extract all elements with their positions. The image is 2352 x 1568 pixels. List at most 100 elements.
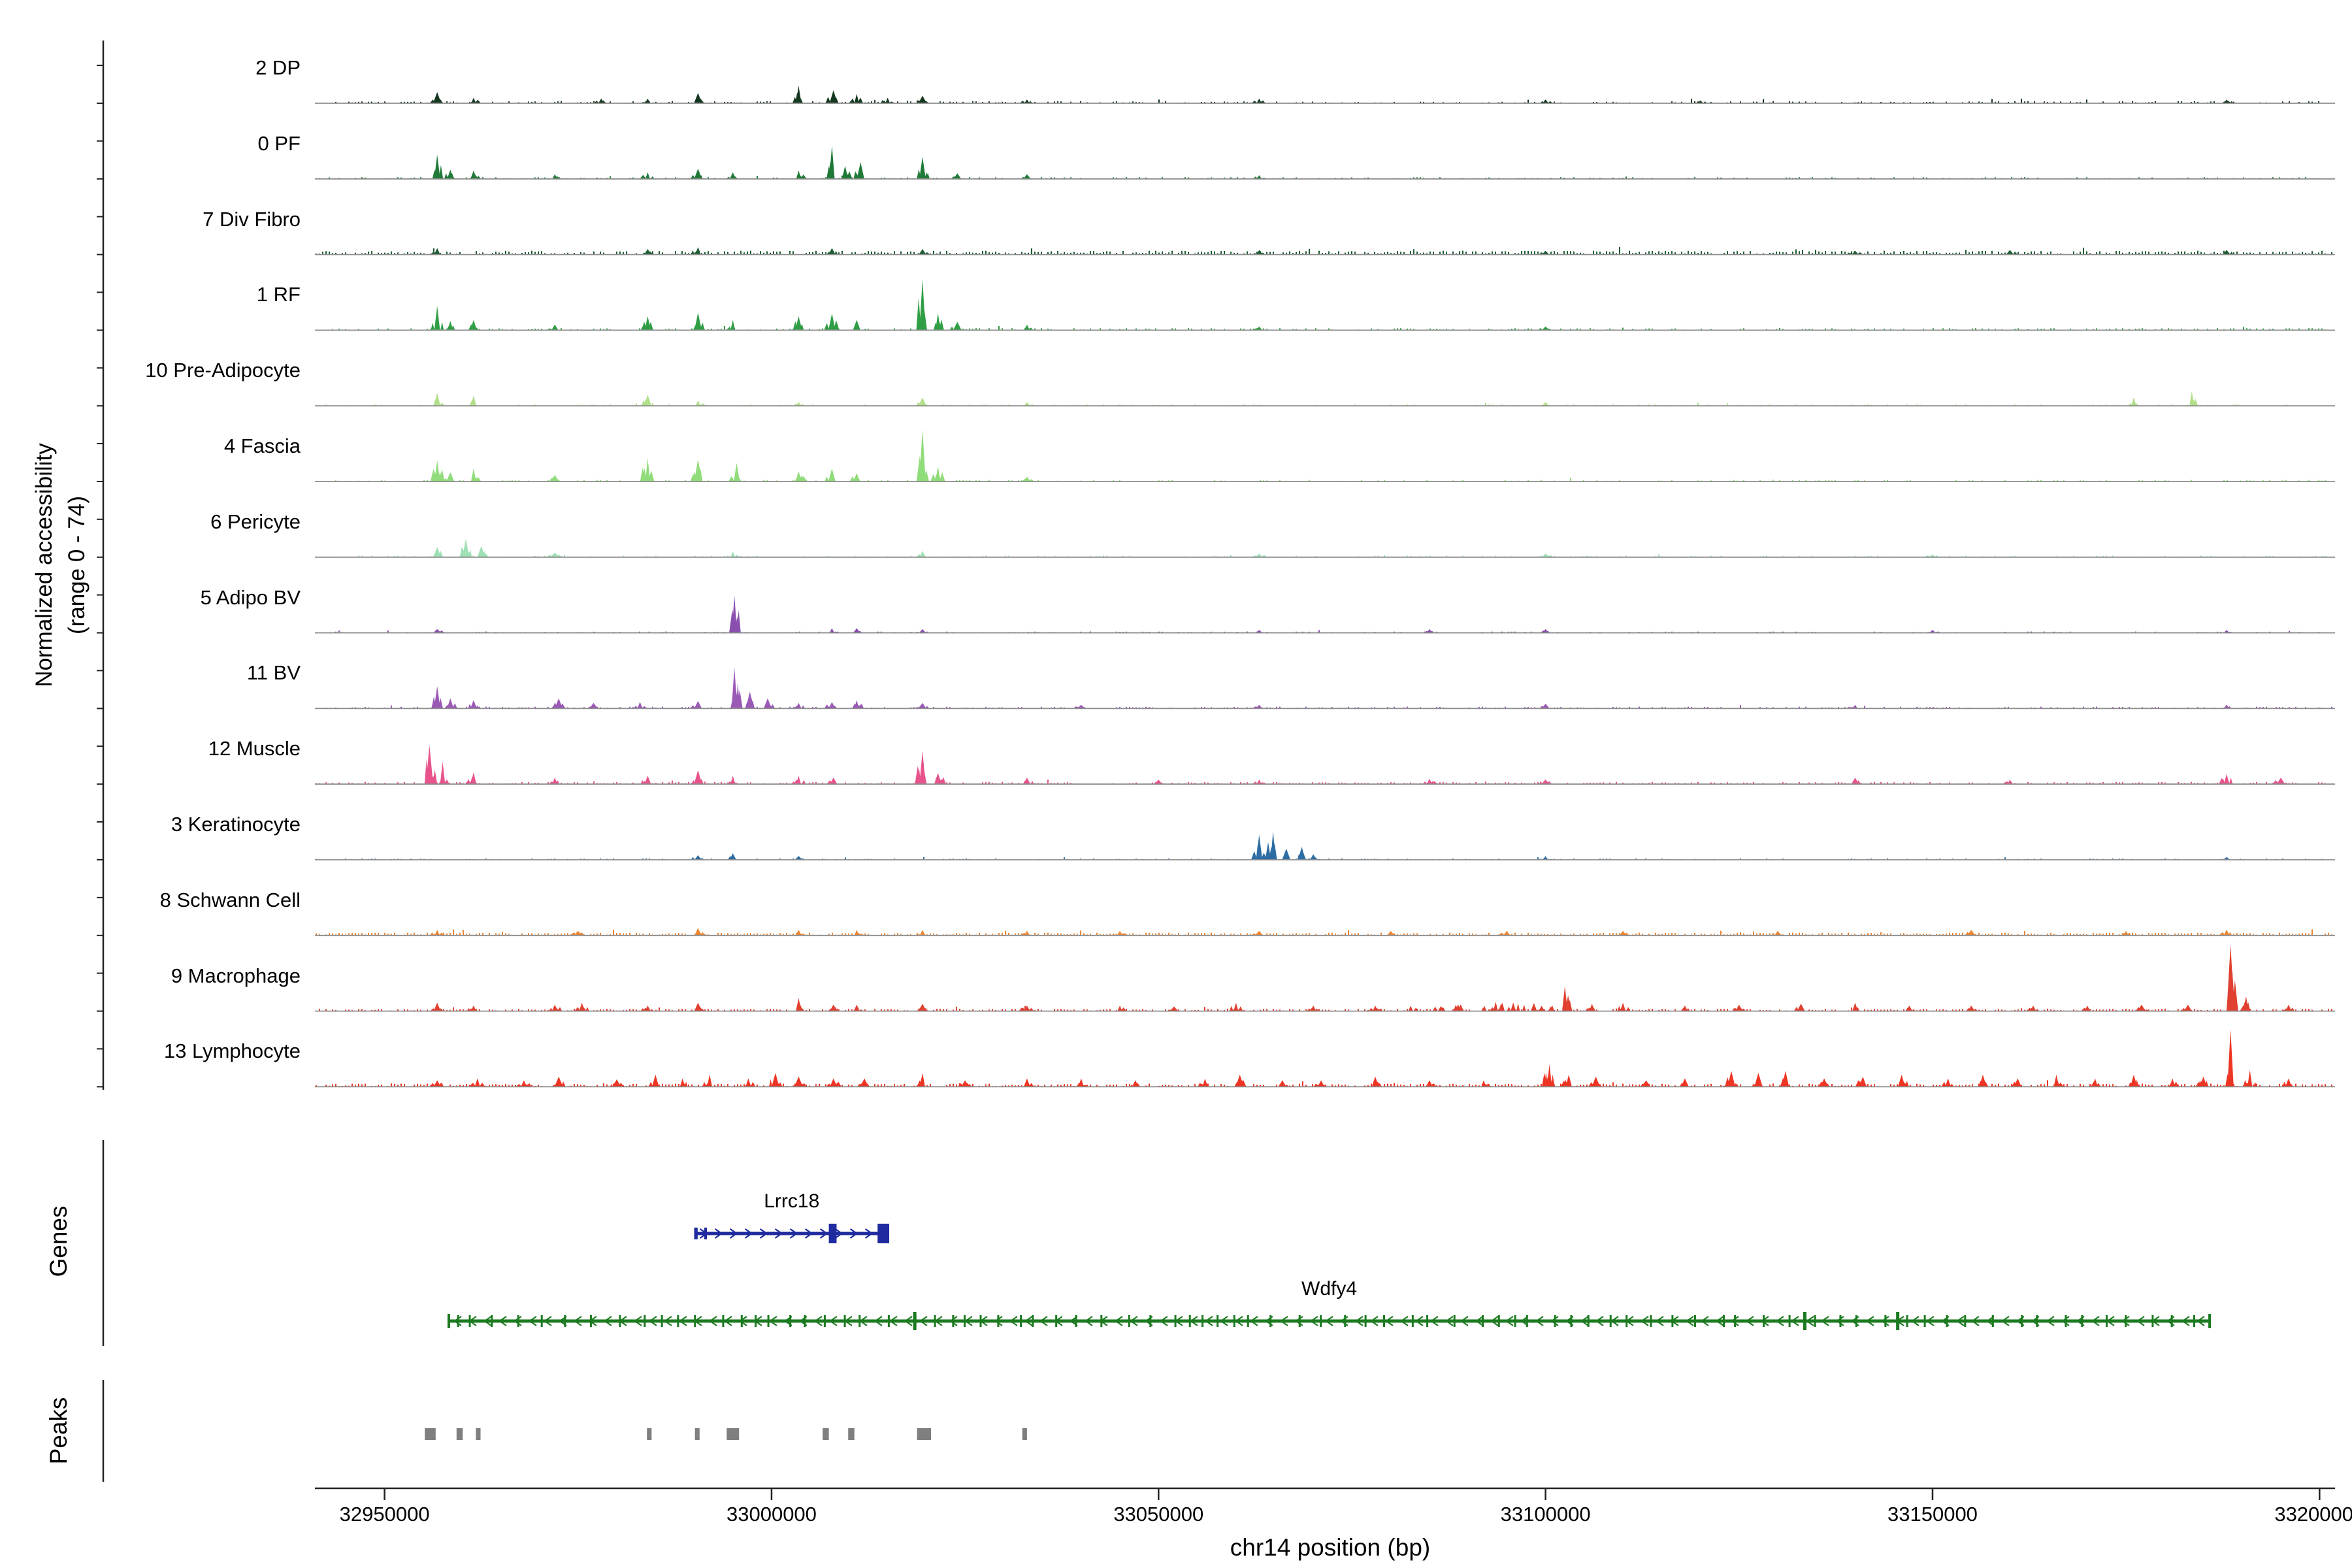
gene-exon xyxy=(1734,1315,1737,1327)
track-signal xyxy=(430,1029,2294,1087)
track-label: 13 Lymphocyte xyxy=(163,1039,301,1063)
gene-exon xyxy=(1788,1315,1791,1327)
gene-exon xyxy=(564,1315,566,1327)
gene-exon xyxy=(1020,1315,1022,1327)
track-signal xyxy=(433,595,2235,633)
gene-exon xyxy=(740,1315,743,1327)
track-label: 6 Pericyte xyxy=(210,510,301,533)
track-label: 0 PF xyxy=(257,131,301,155)
track-noise xyxy=(332,325,2326,331)
gene-exon xyxy=(934,1315,936,1327)
gene-exon xyxy=(887,1315,890,1327)
track-signal xyxy=(424,745,2289,785)
gene-exon xyxy=(964,1315,966,1327)
gene-exon xyxy=(661,1315,663,1327)
peak-call-box xyxy=(823,1428,829,1440)
gene-name: Wdfy4 xyxy=(1301,1278,1358,1299)
track-label: 9 Macrophage xyxy=(171,964,301,987)
gene-exon xyxy=(1991,1315,1994,1327)
track-noise xyxy=(335,99,2319,103)
track-signal xyxy=(430,944,2295,1011)
peak-call-box xyxy=(727,1428,740,1440)
track-signal xyxy=(429,86,2234,103)
gene-exon xyxy=(1896,1312,1900,1330)
x-tick-label: 32950000 xyxy=(339,1503,430,1526)
track-signal xyxy=(429,928,2232,936)
gene-exon xyxy=(1411,1315,1414,1327)
gene-exon xyxy=(979,1315,982,1327)
gene-exon xyxy=(789,1315,792,1327)
peak-call-box xyxy=(456,1428,463,1440)
gene-exon xyxy=(2151,1315,2154,1327)
gene-exon xyxy=(1269,1315,1272,1327)
peak-call-box xyxy=(476,1428,481,1440)
gene-exon xyxy=(804,1315,806,1327)
gene-exon xyxy=(694,1315,696,1327)
gene-exon xyxy=(1693,1315,1696,1327)
y-axis-title-line1: Normalized accessibility xyxy=(31,443,57,687)
gene-exon xyxy=(1383,1315,1386,1327)
gene-exon xyxy=(997,1315,1000,1327)
gene-exon xyxy=(1100,1315,1103,1327)
gene-exon xyxy=(2170,1315,2173,1327)
gene-exon xyxy=(1481,1315,1484,1327)
track-noise xyxy=(316,929,2332,936)
gene-exon xyxy=(1188,1315,1191,1327)
gene-exon xyxy=(1763,1315,1765,1327)
track-label: 1 RF xyxy=(256,283,301,306)
gene-exon xyxy=(517,1315,519,1327)
gene-exon xyxy=(2125,1315,2127,1327)
track-signal xyxy=(430,247,2234,255)
peak-call-box xyxy=(848,1428,855,1440)
genes-section-label: Genes xyxy=(45,1205,72,1277)
peak-call-box xyxy=(647,1428,652,1440)
track-noise xyxy=(316,779,2332,785)
gene-exon xyxy=(1453,1315,1456,1327)
track-label: 5 Adipo BV xyxy=(200,585,301,609)
x-tick-label: 33200000 xyxy=(2274,1503,2352,1526)
gene-exon xyxy=(1526,1315,1528,1327)
gene-exon xyxy=(1217,1315,1219,1327)
gene-exon xyxy=(1233,1315,1235,1327)
y-axis-title: Normalized accessibility (range 0 - 74) xyxy=(28,443,93,687)
gene-exon xyxy=(644,1315,646,1327)
gene-exon xyxy=(704,1228,708,1239)
gene-backbone xyxy=(448,1319,2210,1323)
gene-exon xyxy=(1855,1315,1857,1327)
gene-exon xyxy=(1055,1315,1058,1327)
gene-exon xyxy=(457,1315,459,1327)
gene-exon xyxy=(1923,1315,1926,1327)
gene-name: Lrrc18 xyxy=(764,1190,820,1212)
gene-exon xyxy=(1554,1315,1556,1327)
gene-exon xyxy=(1201,1315,1204,1327)
gene-exon xyxy=(1497,1315,1500,1327)
gene-exon xyxy=(877,1224,890,1243)
track-signal xyxy=(432,145,1267,179)
gene-exon xyxy=(491,1315,493,1327)
gene-exon xyxy=(1964,1315,1967,1327)
gene-exon xyxy=(1839,1315,1842,1327)
gene-end-cap xyxy=(2208,1314,2212,1328)
gene-exon xyxy=(1609,1315,1612,1327)
gene-exon xyxy=(1587,1315,1590,1327)
gene-exon xyxy=(755,1315,757,1327)
peak-call-box xyxy=(694,1428,700,1440)
gene-exon xyxy=(1426,1315,1429,1327)
gene-exon xyxy=(1514,1315,1516,1327)
gene-backbone xyxy=(694,1232,890,1235)
track-label: 7 Div Fibro xyxy=(203,207,301,231)
gene-exon xyxy=(1247,1315,1249,1327)
y-axis-title-line2: (range 0 - 74) xyxy=(64,495,90,635)
gene-exon xyxy=(828,1224,837,1243)
gene-exon xyxy=(1174,1315,1177,1327)
gene-exon xyxy=(1946,1315,1948,1327)
gene-end-cap xyxy=(447,1314,450,1328)
gene-exon xyxy=(1128,1315,1130,1327)
track-signal xyxy=(433,538,1939,557)
gene-exon xyxy=(589,1315,592,1327)
gene-exon xyxy=(952,1315,955,1327)
gene-exon xyxy=(2081,1315,2083,1327)
track-signal xyxy=(431,667,2232,709)
gene-exon xyxy=(1803,1312,1806,1330)
